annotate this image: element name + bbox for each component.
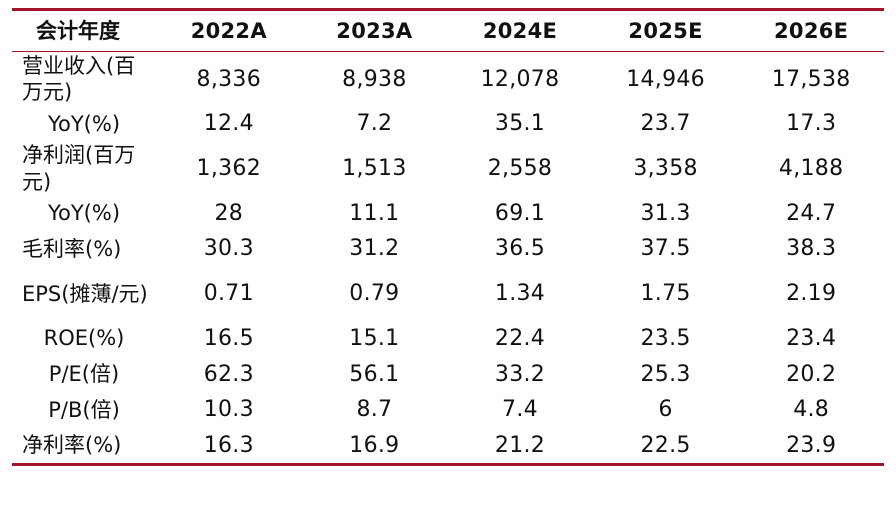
row-label: 净利润(百万元) bbox=[22, 143, 136, 194]
row-label: ROE(%) bbox=[43, 326, 125, 351]
table-cell: 16.5 bbox=[203, 326, 254, 352]
table-cell: 14,946 bbox=[626, 66, 705, 92]
table-cell: 10.3 bbox=[203, 397, 254, 423]
row-label: 净利率(%) bbox=[22, 433, 122, 458]
column-header-2025e: 2025E bbox=[628, 19, 703, 43]
table-cell: 7.4 bbox=[502, 397, 538, 423]
table-cell: 22.4 bbox=[494, 326, 546, 352]
table-cell: 33.2 bbox=[494, 361, 546, 387]
row-label: YoY(%) bbox=[47, 111, 121, 136]
table-top-rule bbox=[12, 8, 884, 11]
table-cell: 8,336 bbox=[196, 66, 262, 92]
table-cell: 56.1 bbox=[349, 361, 400, 387]
table-row-revenue: 营业收入(百万元) 8,336 8,938 12,078 14,946 17,5… bbox=[12, 52, 884, 106]
table-bottom-rule bbox=[12, 463, 884, 467]
table-row-pb: P/B(倍) 10.3 8.7 7.4 6 4.8 bbox=[12, 392, 884, 428]
table-cell: 2.19 bbox=[786, 281, 837, 307]
table-cell: 23.4 bbox=[786, 326, 837, 352]
table-cell: 15.1 bbox=[349, 326, 400, 352]
table-cell: 31.3 bbox=[640, 200, 691, 226]
table-cell: 11.1 bbox=[349, 200, 400, 226]
table-cell: 8,938 bbox=[342, 66, 407, 92]
table-cell: 23.5 bbox=[640, 326, 691, 352]
table-cell: 1,513 bbox=[342, 156, 407, 182]
table-cell: 36.5 bbox=[494, 236, 546, 262]
table-cell: 28 bbox=[214, 200, 244, 226]
table-cell: 1.34 bbox=[494, 281, 546, 307]
table-cell: 2,558 bbox=[487, 156, 553, 182]
table-cell: 3,358 bbox=[633, 156, 698, 182]
financial-forecast-table: 会计年度 2022A 2023A 2024E 2025E 2026E 营业收入(… bbox=[12, 8, 884, 467]
column-header-2022a: 2022A bbox=[190, 19, 267, 43]
table-cell: 23.9 bbox=[786, 432, 837, 458]
table-cell: 6 bbox=[658, 397, 673, 423]
row-label: YoY(%) bbox=[47, 201, 121, 226]
column-header-fiscal-year: 会计年度 bbox=[36, 18, 120, 43]
table-cell: 4,188 bbox=[778, 156, 844, 182]
table-cell: 17,538 bbox=[771, 66, 851, 92]
table-header-row: 会计年度 2022A 2023A 2024E 2025E 2026E bbox=[12, 11, 884, 52]
table-cell: 31.2 bbox=[349, 236, 400, 262]
table-cell: 17.3 bbox=[786, 111, 837, 137]
table-cell: 62.3 bbox=[203, 361, 254, 387]
table-row-pe: P/E(倍) 62.3 56.1 33.2 25.3 20.2 bbox=[12, 356, 884, 392]
table-cell: 8.7 bbox=[356, 397, 393, 423]
table-cell: 1,362 bbox=[196, 156, 262, 182]
table-cell: 25.3 bbox=[640, 361, 691, 387]
table-row-eps: EPS(摊薄/元) 0.71 0.79 1.34 1.75 2.19 bbox=[12, 267, 884, 321]
table-cell: 12,078 bbox=[480, 66, 560, 92]
table-row-revenue-yoy: YoY(%) 12.4 7.2 35.1 23.7 17.3 bbox=[12, 106, 884, 142]
table-cell: 0.71 bbox=[203, 281, 254, 307]
row-label: P/E(倍) bbox=[48, 362, 120, 387]
table-cell: 23.7 bbox=[640, 111, 691, 137]
table-row-gross-margin: 毛利率(%) 30.3 31.2 36.5 37.5 38.3 bbox=[12, 231, 884, 267]
table-cell: 16.9 bbox=[349, 432, 400, 458]
row-label: P/B(倍) bbox=[48, 397, 120, 422]
table-cell: 21.2 bbox=[494, 432, 546, 458]
table-row-net-profit: 净利润(百万元) 1,362 1,513 2,558 3,358 4,188 bbox=[12, 142, 884, 196]
column-header-2026e: 2026E bbox=[774, 19, 849, 43]
table-cell: 1.75 bbox=[640, 281, 691, 307]
table-row-net-margin: 净利率(%) 16.3 16.9 21.2 22.5 23.9 bbox=[12, 428, 884, 464]
table-cell: 30.3 bbox=[203, 236, 254, 262]
table-cell: 4.8 bbox=[793, 397, 830, 423]
table-cell: 37.5 bbox=[640, 236, 691, 262]
table-cell: 7.2 bbox=[356, 111, 393, 137]
table-row-net-profit-yoy: YoY(%) 28 11.1 69.1 31.3 24.7 bbox=[12, 196, 884, 232]
table-cell: 20.2 bbox=[786, 361, 837, 387]
row-label: EPS(摊薄/元) bbox=[22, 281, 148, 306]
table-cell: 16.3 bbox=[203, 432, 254, 458]
table-cell: 24.7 bbox=[786, 200, 837, 226]
table-cell: 0.79 bbox=[349, 281, 400, 307]
column-header-2024e: 2024E bbox=[482, 19, 558, 43]
row-label: 毛利率(%) bbox=[22, 236, 122, 261]
table-cell: 35.1 bbox=[494, 111, 546, 137]
column-header-2023a: 2023A bbox=[336, 19, 413, 43]
row-label: 营业收入(百万元) bbox=[22, 53, 136, 104]
table-cell: 38.3 bbox=[786, 236, 837, 262]
table-cell: 12.4 bbox=[203, 111, 254, 137]
table-cell: 22.5 bbox=[640, 432, 691, 458]
table-row-roe: ROE(%) 16.5 15.1 22.4 23.5 23.4 bbox=[12, 321, 884, 357]
table-cell: 69.1 bbox=[494, 200, 546, 226]
